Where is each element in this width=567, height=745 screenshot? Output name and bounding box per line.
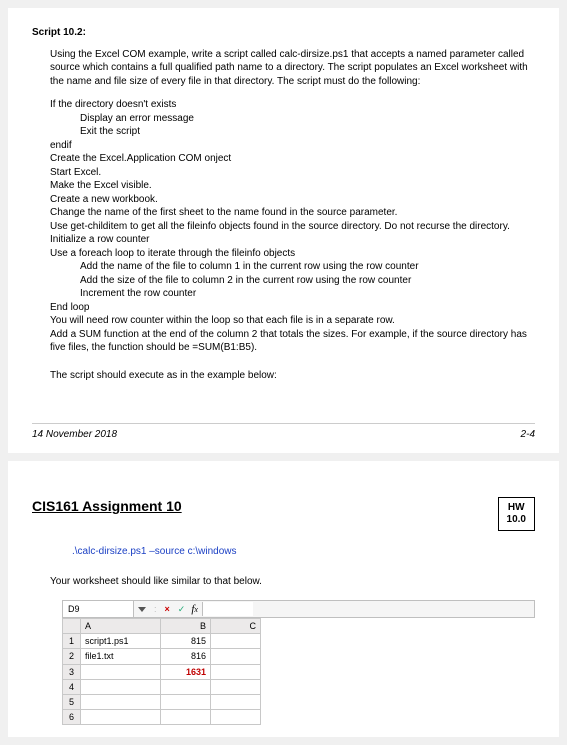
name-box[interactable]: D9	[63, 601, 134, 617]
spreadsheet-mock: D9 : × ✓ fx A B C 1 script1.ps1 815 2	[62, 600, 535, 725]
formula-input[interactable]	[202, 602, 253, 616]
step-line: Add the name of the file to column 1 in …	[80, 260, 535, 274]
fx-icon[interactable]: fx	[191, 602, 198, 617]
cell[interactable]	[161, 694, 211, 709]
badge-label: HW	[508, 502, 525, 513]
cell[interactable]	[211, 664, 261, 679]
table-row: 1 script1.ps1 815	[63, 634, 261, 649]
cell[interactable]	[81, 679, 161, 694]
step-line: You will need row counter within the loo…	[50, 314, 535, 328]
page-2: CIS161 Assignment 10 HW 10.0 .\calc-dirs…	[8, 461, 559, 737]
page-footer: 14 November 2018 2-4	[32, 423, 535, 442]
confirm-icon[interactable]: ✓	[178, 603, 186, 615]
step-line: Increment the row counter	[80, 287, 535, 301]
row-header[interactable]: 5	[63, 694, 81, 709]
cancel-icon[interactable]: ×	[165, 603, 170, 615]
spreadsheet-grid: A B C 1 script1.ps1 815 2 file1.txt 816 …	[62, 618, 261, 725]
cell[interactable]: 815	[161, 634, 211, 649]
step-line: Use get-childitem to get all the fileinf…	[50, 220, 535, 234]
row-header[interactable]: 3	[63, 664, 81, 679]
footer-date: 14 November 2018	[32, 428, 117, 442]
cell[interactable]	[211, 694, 261, 709]
dropdown-icon[interactable]	[138, 607, 146, 612]
step-line: Change the name of the first sheet to th…	[50, 206, 535, 220]
cell[interactable]: file1.txt	[81, 649, 161, 664]
footer-page: 2-4	[521, 428, 535, 442]
col-header-B[interactable]: B	[161, 619, 211, 634]
intro-paragraph: Using the Excel COM example, write a scr…	[50, 48, 535, 89]
table-row: 5	[63, 694, 261, 709]
cell[interactable]	[211, 649, 261, 664]
corner-cell[interactable]	[63, 619, 81, 634]
grade-badge: HW 10.0	[498, 497, 535, 531]
cell[interactable]	[81, 709, 161, 724]
separator: :	[154, 603, 157, 615]
cell[interactable]	[211, 709, 261, 724]
page-1: Script 10.2: Using the Excel COM example…	[8, 8, 559, 453]
execute-note: The script should execute as in the exam…	[50, 369, 535, 383]
cell[interactable]: 816	[161, 649, 211, 664]
cell[interactable]	[161, 709, 211, 724]
command-example: .\calc-dirsize.ps1 –source c:\windows	[72, 545, 535, 559]
step-line: Create a new workbook.	[50, 193, 535, 207]
step-line: Add the size of the file to column 2 in …	[80, 274, 535, 288]
step-line: Initialize a row counter	[50, 233, 535, 247]
cell[interactable]	[211, 679, 261, 694]
steps-block: If the directory doesn't exists Display …	[50, 98, 535, 355]
table-row: 4	[63, 679, 261, 694]
step-line: Exit the script	[80, 125, 535, 139]
page2-header: CIS161 Assignment 10 HW 10.0	[32, 497, 535, 531]
step-line: Create the Excel.Application COM onject	[50, 152, 535, 166]
row-header[interactable]: 1	[63, 634, 81, 649]
step-line: endif	[50, 139, 535, 153]
script-title: Script 10.2:	[32, 26, 535, 40]
table-row: 2 file1.txt 816	[63, 649, 261, 664]
cell[interactable]	[81, 664, 161, 679]
step-line: End loop	[50, 301, 535, 315]
row-header[interactable]: 6	[63, 709, 81, 724]
cell[interactable]: script1.ps1	[81, 634, 161, 649]
formula-bar: D9 : × ✓ fx	[62, 600, 535, 618]
col-header-C[interactable]: C	[211, 619, 261, 634]
worksheet-note: Your worksheet should like similar to th…	[50, 575, 535, 589]
table-row: 3 1631	[63, 664, 261, 679]
step-line: Add a SUM function at the end of the col…	[50, 328, 535, 355]
badge-value: 10.0	[507, 514, 526, 525]
cell[interactable]	[211, 634, 261, 649]
cell[interactable]	[81, 694, 161, 709]
header-row: A B C	[63, 619, 261, 634]
step-line: Use a foreach loop to iterate through th…	[50, 247, 535, 261]
table-row: 6	[63, 709, 261, 724]
step-line: Make the Excel visible.	[50, 179, 535, 193]
col-header-A[interactable]: A	[81, 619, 161, 634]
cell[interactable]	[161, 679, 211, 694]
step-line: Start Excel.	[50, 166, 535, 180]
assignment-title: CIS161 Assignment 10	[32, 497, 182, 516]
step-line: Display an error message	[80, 112, 535, 126]
row-header[interactable]: 4	[63, 679, 81, 694]
sum-cell[interactable]: 1631	[161, 664, 211, 679]
row-header[interactable]: 2	[63, 649, 81, 664]
step-line: If the directory doesn't exists	[50, 98, 535, 112]
